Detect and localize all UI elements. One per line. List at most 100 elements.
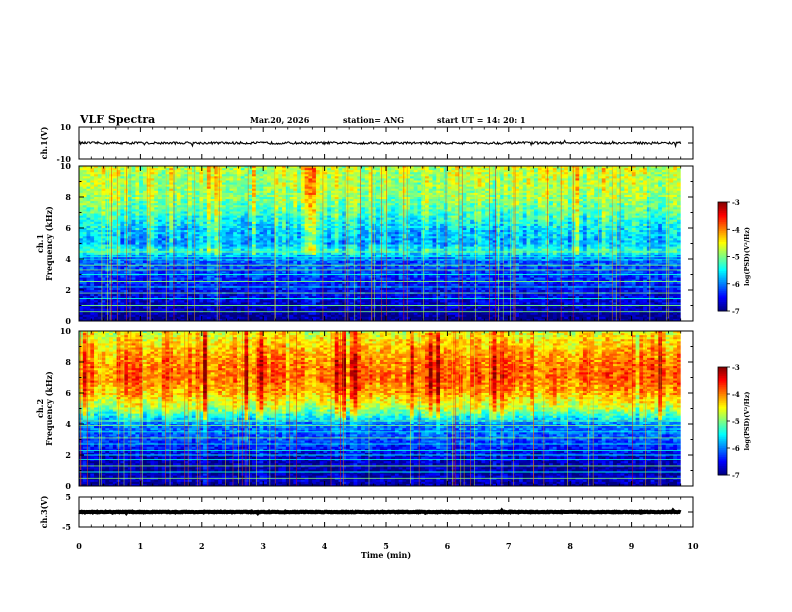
ch1-spectrogram-ytick-label: 0 bbox=[65, 316, 71, 326]
colorbar-swatch bbox=[718, 399, 727, 402]
colorbar-swatch bbox=[718, 377, 727, 380]
colorbar-swatch bbox=[718, 209, 727, 212]
colorbar-swatch bbox=[718, 408, 727, 411]
colorbar-swatch bbox=[718, 231, 727, 234]
colorbar-swatch bbox=[718, 212, 727, 216]
colorbar-tick-label: -7 bbox=[732, 471, 740, 480]
colorbar-swatch bbox=[718, 260, 727, 263]
station-label: station= ANG bbox=[343, 115, 404, 125]
colorbar-swatch bbox=[718, 261, 727, 265]
colorbar-swatch bbox=[718, 287, 727, 290]
ch2-spectrogram-ylabel-frequency: Frequency (kHz) bbox=[44, 371, 54, 446]
colorbar-swatch bbox=[718, 394, 727, 397]
start-time-label: start UT = 14: 20: 1 bbox=[437, 115, 526, 125]
colorbar-swatch bbox=[718, 435, 727, 438]
colorbar-swatch bbox=[718, 283, 727, 286]
colorbar-swatch bbox=[718, 214, 727, 217]
colorbar-swatch bbox=[718, 211, 727, 214]
colorbar-swatch bbox=[718, 271, 727, 274]
ch1-spectrogram-ytick-label: 4 bbox=[65, 254, 71, 264]
ch1-spectrogram-narrowband-lines bbox=[79, 251, 681, 313]
colorbar-swatch bbox=[718, 289, 727, 292]
colorbar-swatch bbox=[718, 440, 727, 443]
colorbar-swatch bbox=[718, 252, 727, 256]
time-tick-label: 0 bbox=[76, 541, 82, 551]
colorbar-swatch bbox=[718, 294, 727, 297]
colorbar-swatch bbox=[718, 467, 727, 470]
time-tick-label: 5 bbox=[383, 541, 389, 551]
colorbar-swatch bbox=[718, 281, 727, 285]
colorbar-swatch bbox=[718, 368, 727, 371]
colorbar-swatch bbox=[718, 458, 727, 461]
colorbar-swatch bbox=[718, 451, 727, 454]
colorbar-tick-label: -4 bbox=[732, 225, 740, 234]
time-axis-label: Time (min) bbox=[361, 550, 411, 560]
ch1-waveform-trace bbox=[78, 139, 682, 149]
ch1-spectrogram-ytick-label: 10 bbox=[60, 161, 72, 171]
colorbar-swatch bbox=[718, 397, 727, 400]
colorbar-swatch bbox=[718, 274, 727, 277]
colorbar-swatch bbox=[718, 254, 727, 257]
colorbar-swatch bbox=[718, 269, 727, 272]
colorbar-swatch bbox=[718, 439, 727, 442]
ch1-waveform-ytick-label: -10 bbox=[57, 154, 72, 164]
colorbar-swatch bbox=[718, 234, 727, 237]
colorbar-swatch bbox=[718, 220, 727, 223]
colorbar-swatch bbox=[718, 390, 727, 393]
colorbar-swatch bbox=[718, 376, 727, 379]
ch1-spectrogram-ytick-label: 2 bbox=[65, 285, 71, 295]
ch3-waveform-ytick-label: -5 bbox=[62, 522, 71, 532]
colorbar-tick-label: -5 bbox=[732, 417, 740, 426]
ch2-spectrogram-no-data bbox=[680, 331, 693, 486]
ch2-spectrogram-ytick-label: 2 bbox=[65, 450, 71, 460]
colorbar-swatch bbox=[718, 218, 727, 221]
colorbar-swatch bbox=[718, 381, 727, 384]
colorbar-swatch bbox=[718, 388, 727, 391]
ch1-spectrogram-no-data bbox=[680, 166, 693, 321]
colorbar-swatch bbox=[718, 422, 727, 425]
colorbar-swatch bbox=[718, 309, 727, 312]
colorbar-swatch bbox=[718, 469, 727, 472]
colorbar-swatch bbox=[718, 367, 727, 370]
colorbar-swatch bbox=[718, 285, 727, 288]
colorbar-swatch bbox=[718, 417, 727, 420]
colorbar-swatch bbox=[718, 203, 727, 207]
colorbar-tick-label: -3 bbox=[732, 363, 740, 372]
colorbar-swatch bbox=[718, 238, 727, 241]
ch2-colorbar: -3 -4 -5 -6 -7 log(PSD)(V²/Hz) bbox=[717, 363, 751, 480]
time-tick-label: 8 bbox=[567, 541, 573, 551]
colorbar-swatch bbox=[718, 428, 727, 431]
time-tick-label: 10 bbox=[687, 541, 699, 551]
colorbar-swatch bbox=[718, 280, 727, 283]
colorbar-swatch bbox=[718, 448, 727, 451]
colorbar-swatch bbox=[718, 460, 727, 463]
colorbar-swatch bbox=[718, 421, 727, 424]
colorbar-swatch bbox=[718, 300, 727, 303]
colorbar-swatch bbox=[718, 406, 727, 409]
colorbar-swatch bbox=[718, 385, 727, 388]
time-tick-label: 9 bbox=[629, 541, 635, 551]
colorbar-swatch bbox=[718, 292, 727, 296]
colorbar-swatch bbox=[718, 223, 727, 227]
colorbar-swatch bbox=[718, 410, 727, 413]
colorbar-swatch bbox=[718, 258, 727, 261]
colorbar-swatch bbox=[718, 305, 727, 308]
colorbar-swatch bbox=[718, 473, 727, 476]
ch1-spectrogram-ytick-label: 6 bbox=[65, 223, 71, 233]
ch1-spectrogram-ylabel-frequency: Frequency (kHz) bbox=[44, 206, 54, 281]
time-axis: 0 1 2 3 4 5 6 7 8 9 10 Time (min) bbox=[76, 541, 699, 560]
date-label: Mar.20, 2026 bbox=[250, 115, 309, 125]
time-tick-label: 7 bbox=[506, 541, 512, 551]
colorbar-swatch bbox=[718, 247, 727, 250]
colorbar-swatch bbox=[718, 278, 727, 281]
ch2-spectrogram-narrowband-lines bbox=[79, 420, 681, 479]
colorbar-swatch bbox=[718, 464, 727, 467]
colorbar-swatch bbox=[718, 227, 727, 230]
colorbar-swatch bbox=[718, 457, 727, 460]
time-tick-label: 1 bbox=[138, 541, 144, 551]
colorbar-swatch bbox=[718, 462, 727, 465]
ch3-waveform-panel: 5 -5 ch.3(V) bbox=[39, 492, 694, 532]
colorbar-swatch bbox=[718, 395, 727, 398]
colorbar-tick-label: -6 bbox=[732, 280, 740, 289]
